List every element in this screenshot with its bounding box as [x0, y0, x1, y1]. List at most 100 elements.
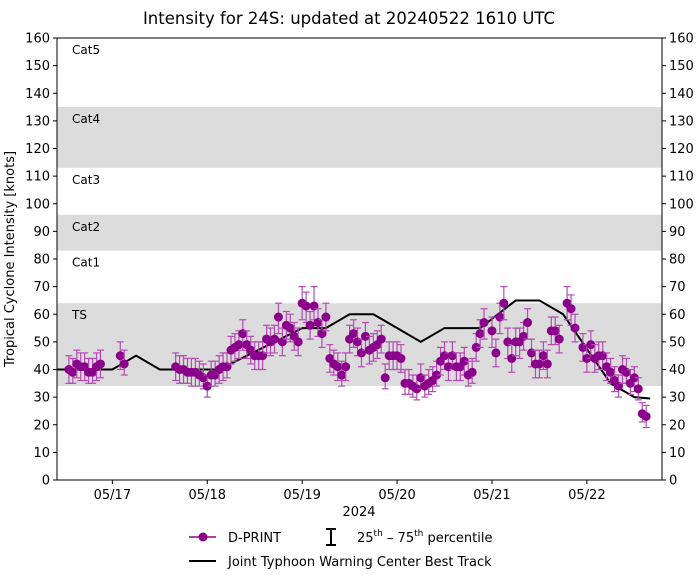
dprint-marker — [376, 334, 386, 344]
dprint-marker — [459, 356, 469, 366]
dprint-point — [487, 316, 497, 348]
x-tick-label: 05/20 — [378, 488, 415, 503]
legend-errorbar-icon — [326, 528, 336, 546]
dprint-marker — [95, 359, 105, 369]
x-tick-label: 05/19 — [283, 488, 320, 503]
y-tick-label: 100 — [25, 197, 50, 212]
y-tick-label-right: 50 — [669, 335, 686, 350]
dprint-point — [459, 346, 469, 376]
dprint-point — [269, 324, 279, 354]
dprint-marker — [273, 312, 283, 322]
x-tick-label: 05/22 — [568, 488, 605, 503]
dprint-marker — [606, 367, 616, 377]
dprint-marker — [586, 340, 596, 350]
dprint-point — [641, 404, 651, 429]
dprint-marker — [467, 367, 477, 377]
dprint-marker — [554, 334, 564, 344]
band-label-cat1: Cat1 — [72, 256, 100, 270]
y-tick-label-right: 100 — [669, 197, 694, 212]
dprint-point — [68, 357, 78, 384]
legend-dprint-marker — [198, 532, 208, 542]
dprint-marker — [570, 323, 580, 333]
y-tick-label-right: 0 — [669, 474, 677, 489]
y-tick-label-right: 80 — [669, 253, 686, 268]
dprint-marker — [321, 312, 331, 322]
y-tick-label: 90 — [33, 225, 50, 240]
dprint-marker — [115, 351, 125, 361]
dprint-marker — [582, 353, 592, 363]
dprint-point — [119, 349, 129, 376]
dprint-marker — [333, 362, 343, 372]
dprint-point — [499, 286, 509, 321]
dprint-marker — [491, 348, 501, 358]
y-tick-label: 70 — [33, 280, 50, 295]
dprint-marker — [475, 329, 485, 339]
dprint-point — [396, 344, 406, 373]
dprint-marker — [285, 323, 295, 333]
dprint-point — [570, 313, 580, 343]
y-tick-label-right: 70 — [669, 280, 686, 295]
dprint-marker — [202, 381, 212, 391]
y-tick-label: 150 — [25, 59, 50, 74]
dprint-marker — [341, 362, 351, 372]
dprint-point — [273, 302, 283, 335]
y-tick-label-right: 90 — [669, 225, 686, 240]
y-axis-label: Tropical Cyclone Intensity [knots] — [3, 151, 18, 368]
band-label-ts: TS — [71, 308, 87, 322]
dprint-marker — [534, 359, 544, 369]
dprint-marker — [234, 340, 244, 350]
y-tick-label: 140 — [25, 87, 50, 102]
y-tick-label: 160 — [25, 32, 50, 47]
dprint-marker — [487, 326, 497, 336]
y-tick-label-right: 20 — [669, 418, 686, 433]
y-tick-label-right: 60 — [669, 308, 686, 323]
dprint-marker — [337, 370, 347, 380]
legend-best-track-label: Joint Typhoon Warning Center Best Track — [227, 555, 492, 570]
dprint-point — [289, 321, 299, 351]
band-label-cat5: Cat5 — [72, 43, 100, 57]
dprint-marker — [293, 337, 303, 347]
dprint-marker — [360, 331, 370, 341]
dprint-marker — [396, 353, 406, 363]
dprint-point — [321, 302, 331, 332]
dprint-point — [491, 338, 501, 368]
dprint-marker — [641, 411, 651, 421]
dprint-marker — [119, 359, 129, 369]
dprint-marker — [349, 329, 359, 339]
y-tick-label-right: 10 — [669, 446, 686, 461]
dprint-point — [633, 377, 643, 401]
dprint-point — [479, 308, 489, 340]
y-tick-label-right: 30 — [669, 391, 686, 406]
dprint-marker — [479, 318, 489, 328]
y-tick-label: 130 — [25, 114, 50, 129]
band-cat4 — [57, 107, 662, 168]
dprint-marker — [542, 359, 552, 369]
y-tick-label: 20 — [33, 418, 50, 433]
y-tick-label-right: 110 — [669, 170, 694, 185]
dprint-point — [392, 341, 402, 371]
y-tick-label-right: 130 — [669, 114, 694, 129]
dprint-marker — [269, 334, 279, 344]
y-tick-label: 120 — [25, 142, 50, 157]
dprint-point — [467, 357, 477, 384]
x-tick-label: 05/18 — [189, 488, 226, 503]
y-tick-label: 50 — [33, 335, 50, 350]
dprint-point — [495, 302, 505, 335]
dprint-point — [566, 294, 576, 326]
dprint-marker — [432, 370, 442, 380]
dprint-marker — [305, 320, 315, 330]
y-tick-label: 10 — [33, 446, 50, 461]
dprint-point — [471, 332, 481, 362]
dprint-marker — [380, 373, 390, 383]
dprint-point — [380, 363, 390, 390]
dprint-marker — [538, 351, 548, 361]
dprint-marker — [499, 298, 509, 308]
dprint-marker — [523, 318, 533, 328]
dprint-marker — [301, 301, 311, 311]
y-tick-label: 60 — [33, 308, 50, 323]
dprint-point — [214, 355, 224, 384]
dprint-marker — [550, 326, 560, 336]
band-label-cat3: Cat3 — [72, 173, 100, 187]
dprint-point — [523, 308, 533, 340]
y-tick-label: 30 — [33, 391, 50, 406]
